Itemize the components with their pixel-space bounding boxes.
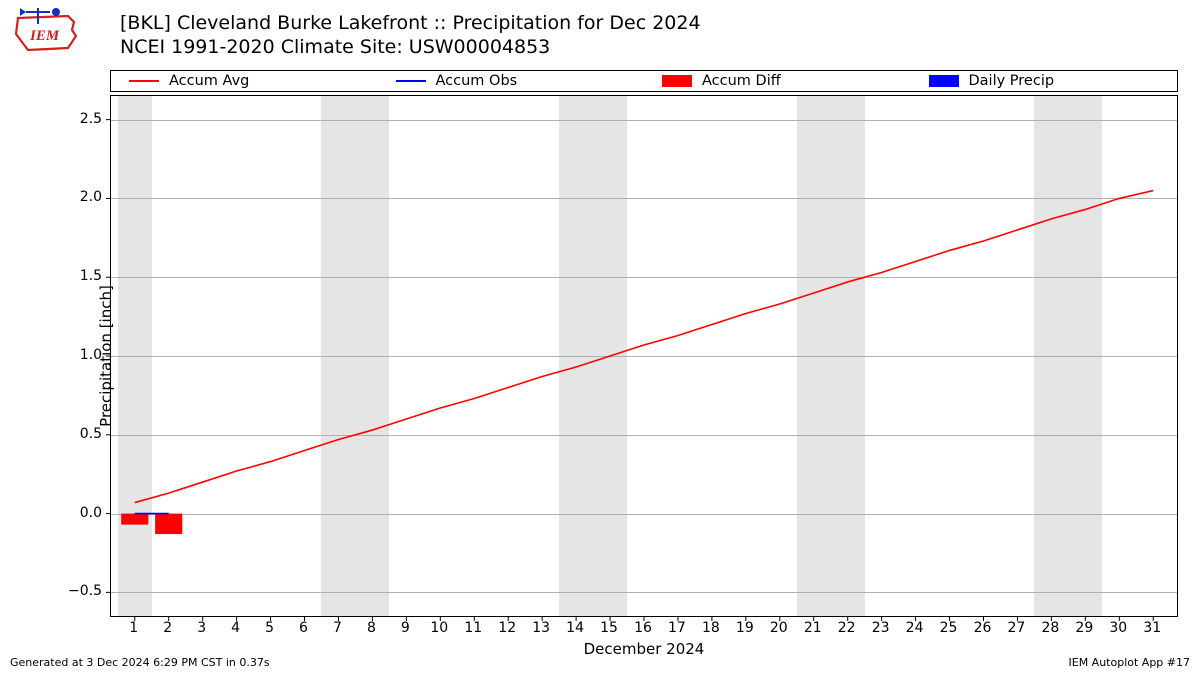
xtick-label: 25 — [940, 620, 958, 636]
plot-area — [110, 95, 1178, 617]
footer-app: IEM Autoplot App #17 — [1069, 656, 1191, 669]
ytick-label: 1.0 — [52, 347, 102, 363]
xtick-label: 10 — [430, 620, 448, 636]
ytick-label: 2.0 — [52, 189, 102, 205]
xtick-label: 11 — [464, 620, 482, 636]
xtick-label: 16 — [634, 620, 652, 636]
xtick-label: 1 — [129, 620, 138, 636]
svg-text:IEM: IEM — [29, 28, 60, 44]
xtick-label: 22 — [838, 620, 856, 636]
xtick-label: 20 — [770, 620, 788, 636]
ytick-label: 1.5 — [52, 268, 102, 284]
legend-swatch-blue-patch — [929, 75, 959, 87]
xtick-label: 31 — [1143, 620, 1161, 636]
legend-accum-diff: Accum Diff — [644, 73, 911, 89]
plot-svg — [111, 96, 1177, 616]
xtick-label: 3 — [197, 620, 206, 636]
legend-swatch-red-line — [129, 80, 159, 82]
legend: Accum Avg Accum Obs Accum Diff Daily Pre… — [110, 70, 1178, 92]
x-axis-label: December 2024 — [110, 640, 1178, 658]
legend-accum-obs: Accum Obs — [378, 73, 645, 89]
legend-label: Accum Diff — [702, 73, 781, 89]
xtick-label: 9 — [401, 620, 410, 636]
xtick-label: 5 — [265, 620, 274, 636]
legend-accum-avg: Accum Avg — [111, 73, 378, 89]
xtick-label: 15 — [600, 620, 618, 636]
xtick-label: 13 — [532, 620, 550, 636]
xtick-label: 17 — [668, 620, 686, 636]
xtick-label: 30 — [1109, 620, 1127, 636]
legend-daily-precip: Daily Precip — [911, 73, 1178, 89]
title-line-2: NCEI 1991-2020 Climate Site: USW00004853 — [120, 36, 701, 60]
xtick-label: 21 — [804, 620, 822, 636]
iem-logo: IEM — [8, 6, 88, 62]
legend-swatch-blue-line — [396, 80, 426, 82]
xtick-label: 29 — [1075, 620, 1093, 636]
accum-diff-bar — [121, 514, 148, 525]
ytick-label: 0.5 — [52, 426, 102, 442]
legend-swatch-red-patch — [662, 75, 692, 87]
xtick-label: 2 — [163, 620, 172, 636]
ytick-label: 0.0 — [52, 505, 102, 521]
xtick-label: 28 — [1041, 620, 1059, 636]
legend-label: Accum Obs — [436, 73, 518, 89]
chart-title: [BKL] Cleveland Burke Lakefront :: Preci… — [120, 12, 701, 60]
xtick-label: 27 — [1008, 620, 1026, 636]
xtick-label: 18 — [702, 620, 720, 636]
footer-generated: Generated at 3 Dec 2024 6:29 PM CST in 0… — [10, 656, 270, 669]
xtick-label: 8 — [367, 620, 376, 636]
xtick-label: 4 — [231, 620, 240, 636]
xtick-label: 14 — [566, 620, 584, 636]
accum-diff-bar — [155, 514, 182, 534]
xtick-label: 24 — [906, 620, 924, 636]
xtick-label: 19 — [736, 620, 754, 636]
xtick-label: 23 — [872, 620, 890, 636]
xtick-label: 7 — [333, 620, 342, 636]
legend-label: Daily Precip — [969, 73, 1055, 89]
xtick-label: 12 — [498, 620, 516, 636]
accum-avg-line — [135, 191, 1153, 503]
ytick-label: 2.5 — [52, 111, 102, 127]
xtick-label: 26 — [974, 620, 992, 636]
xtick-label: 6 — [299, 620, 308, 636]
title-line-1: [BKL] Cleveland Burke Lakefront :: Preci… — [120, 12, 701, 36]
ytick-label: −0.5 — [52, 583, 102, 599]
legend-label: Accum Avg — [169, 73, 249, 89]
